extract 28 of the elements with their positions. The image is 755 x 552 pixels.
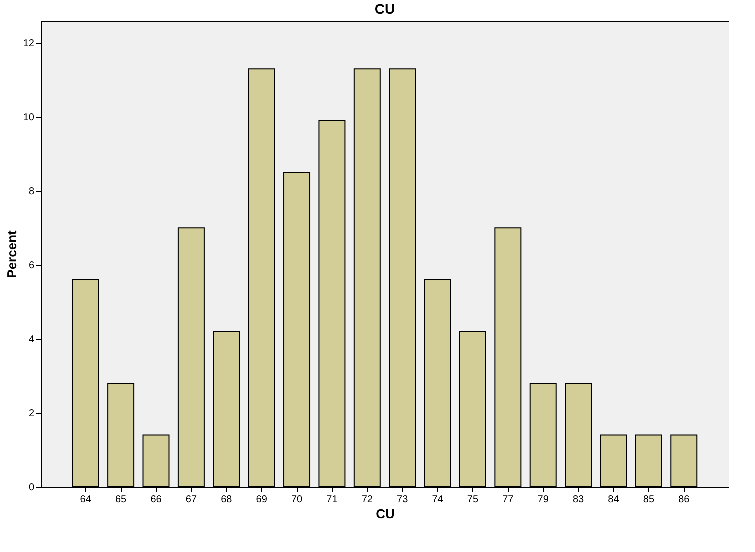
x-tick-label: 77 — [502, 494, 514, 506]
x-tick-label: 74 — [432, 494, 444, 506]
x-tick-label: 79 — [538, 494, 550, 506]
y-tick-label: 6 — [28, 260, 35, 272]
y-tick-label: 10 — [23, 112, 35, 124]
x-tick-label: 85 — [643, 494, 655, 506]
x-tick-label: 66 — [150, 494, 162, 506]
y-tick-label: 0 — [28, 482, 35, 494]
x-tick-label: 69 — [256, 494, 268, 506]
y-tick-label: 8 — [28, 186, 35, 198]
y-tick-label: 4 — [28, 334, 35, 346]
chart-title: CU — [374, 1, 396, 17]
x-axis-title: CU — [376, 506, 395, 522]
x-tick-label: 75 — [467, 494, 479, 506]
x-tick-label: 73 — [397, 494, 409, 506]
x-tick-label: 86 — [678, 494, 690, 506]
x-tick-label: 84 — [608, 494, 620, 506]
y-axis-title: Percent — [4, 230, 20, 278]
x-tick-label: 64 — [80, 494, 92, 506]
x-tick-label: 70 — [291, 494, 304, 506]
x-tick-label: 65 — [116, 494, 128, 506]
x-tick-label: 68 — [221, 494, 233, 506]
y-tick-label: 2 — [28, 408, 35, 420]
y-tick-label: 12 — [23, 38, 35, 50]
x-tick-label: 71 — [326, 494, 338, 506]
x-tick-label: 72 — [362, 494, 374, 506]
x-tick-label: 67 — [186, 494, 198, 506]
x-tick-label: 83 — [572, 494, 585, 506]
